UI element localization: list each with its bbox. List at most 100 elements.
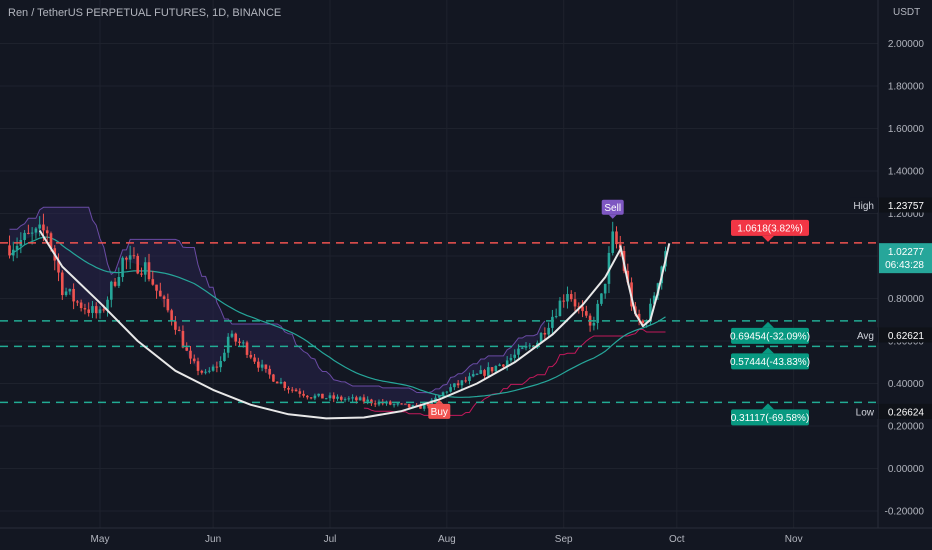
candle-body [110,281,113,300]
candle-body [166,298,170,311]
candle-body [464,380,467,382]
candle-body [302,393,305,396]
candle-body [64,291,68,296]
time-tick-label: Jul [324,534,337,545]
time-tick-label: Nov [785,534,803,545]
candle-body [125,257,128,260]
candle-body [551,316,554,328]
time-tick-label: Sep [555,534,573,545]
candle-body [317,393,320,396]
candle-body [253,357,256,362]
candle-body [336,396,339,399]
price-tick-label: 1.40000 [888,167,925,178]
v-recovery-curve [619,243,671,328]
price-tick-label: 0.20000 [888,422,925,433]
signal-box [428,403,451,419]
candle-body [279,381,283,384]
stat-high: High 1.23757 [850,197,932,213]
candle-body [219,360,222,368]
candle-body [8,245,11,256]
candle-body [226,336,230,353]
candle-body [426,403,430,407]
level-label-arrow [762,235,774,242]
candle-body [502,364,505,367]
candle-body [245,342,249,355]
candle-body [339,396,343,400]
candle-body [400,403,403,405]
candle-body [234,333,238,342]
candle-body [494,365,498,372]
candle-body [313,395,317,399]
candle-body [641,320,645,324]
candle-body [419,405,422,409]
candle-body [490,367,494,372]
price-tick-label: 0.00000 [888,464,925,475]
candle-body [140,273,143,275]
candle-body [275,381,279,384]
candle-body [102,309,106,311]
candle-body [434,397,437,400]
signal-box [601,199,624,215]
candle-body [249,354,253,358]
symbol-title[interactable]: Ren / TetherUS PERPETUAL FUTURES, 1D, BI… [8,7,282,19]
candle-body [566,294,569,302]
candle-body [343,399,347,401]
candle-body [649,303,652,322]
candle-body [177,329,181,331]
stat-label-bg [850,403,878,419]
candle-body [72,288,75,302]
signal-text: Buy [431,407,448,418]
candle-body [321,393,324,399]
candle-body [332,395,336,399]
candle-body [370,399,373,404]
candle-body [585,311,588,316]
candle-body [155,284,158,291]
candle-body [528,345,532,347]
level-label-resistance: 1.0618(3.82%) [731,219,809,242]
candle-body [355,397,358,401]
level-label-support: 0.31117(-69.58%) [731,403,809,426]
time-tick-label: May [91,534,110,545]
time-tick-label: Jun [205,534,221,545]
stat-label: High [853,201,874,212]
candle-body [373,403,377,405]
candle-body [505,360,509,367]
stat-value-bg [879,403,932,419]
candle-body [600,293,603,304]
candle-body [404,403,407,405]
candle-body [204,371,207,373]
candle-body [132,255,136,257]
candle-body [260,364,264,368]
candle-body [268,368,271,375]
level-label-text: 0.57444(-43.83%) [730,357,810,368]
candle-body [98,309,102,314]
price-tick-label: 2.00000 [888,39,925,50]
candle-body [264,364,268,369]
candle-body [554,316,558,318]
candle-body [223,352,226,361]
candle-body [49,233,53,249]
candle-body [388,401,392,405]
candle-body [208,370,211,372]
candle-body [38,224,41,229]
candle-body [558,300,562,317]
candle-body [562,300,566,302]
current-price-value: 1.02277 [888,247,925,258]
candle-body [396,403,400,405]
candle-body [479,370,483,374]
signal-buy: Buy [428,399,451,419]
candle-body [456,383,460,386]
candle-body [11,249,15,256]
candle-body [328,395,332,399]
candle-body [68,288,72,292]
candle-body [189,350,192,359]
channel-upper-line [9,206,546,394]
level-label-text: 1.0618(3.82%) [737,223,803,234]
candle-body [181,330,185,348]
level-label-box [731,409,809,426]
candle-body [83,308,87,310]
candle-body [637,313,641,321]
candle-body [162,296,166,299]
candle-body [362,397,366,402]
